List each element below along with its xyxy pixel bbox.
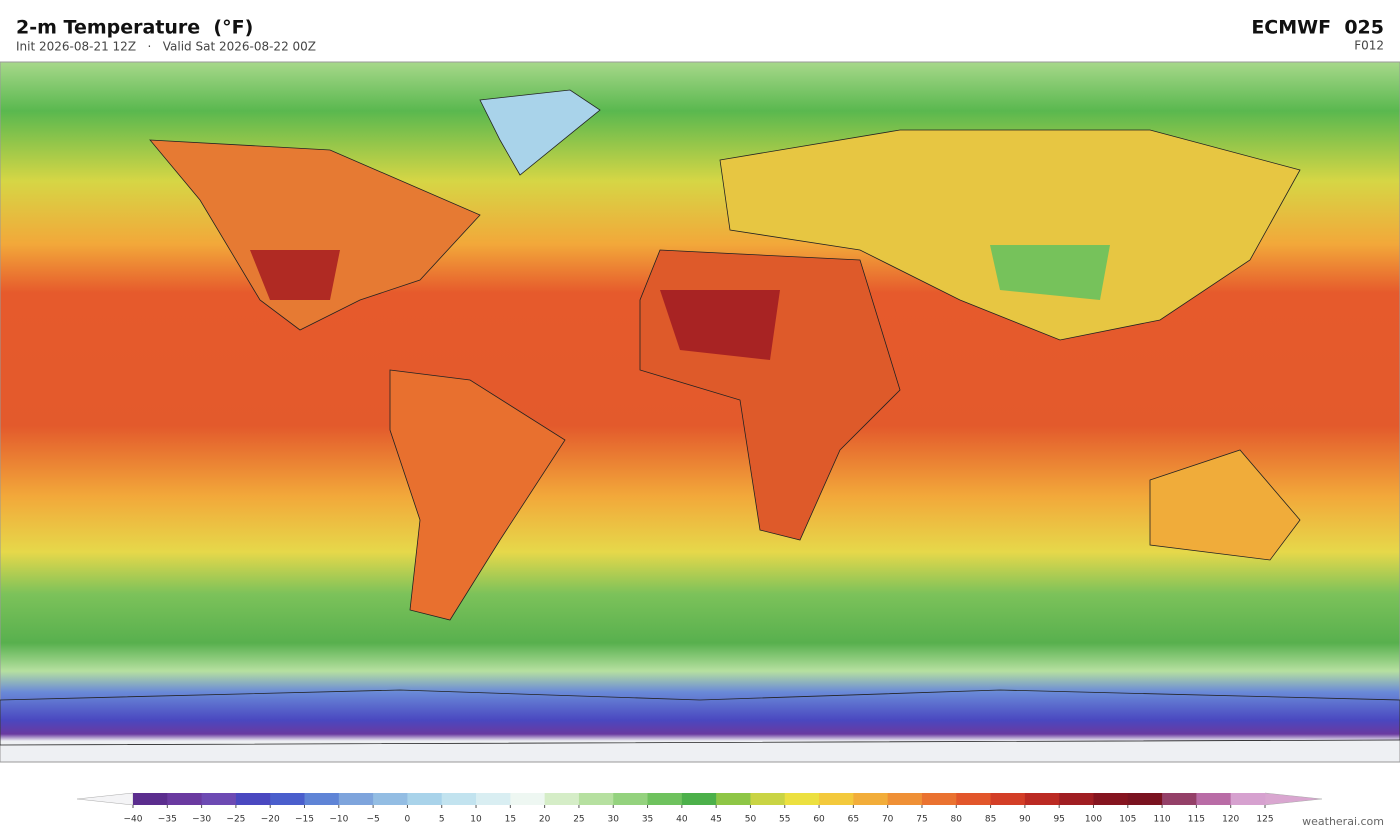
colorbar-segment: [201, 793, 237, 805]
colorbar-label: 75: [916, 815, 927, 825]
colorbar-label: 105: [1119, 815, 1136, 825]
colorbar-label: −25: [226, 815, 245, 825]
colorbar-segment: [270, 793, 306, 805]
colorbar-label: 80: [951, 815, 963, 825]
colorbar-segment: [956, 793, 992, 805]
colorbar-label: 110: [1153, 815, 1170, 825]
colorbar-segment: [544, 793, 580, 805]
colorbar-label: −30: [192, 815, 211, 825]
colorbar-label: 120: [1222, 815, 1239, 825]
north-america: [149, 139, 481, 331]
colorbar-segment: [578, 793, 614, 805]
colorbar-label: 60: [813, 815, 825, 825]
forecast-hour: F012: [1354, 39, 1384, 53]
colorbar-segment: [1093, 793, 1129, 805]
model: ECMWF 025: [1251, 17, 1384, 39]
colorbar-label: 35: [642, 815, 653, 825]
sahara: [660, 290, 780, 360]
colorbar-segment: [990, 793, 1026, 805]
colorbar-label: 85: [985, 815, 996, 825]
colorbar-segment: [510, 793, 546, 805]
colorbar-segment: [476, 793, 511, 805]
title: 2-m Temperature (°F): [16, 17, 253, 39]
colorbar-segment: [1059, 793, 1094, 805]
colorbar-segment: [853, 793, 889, 805]
colorbar-label: 45: [710, 815, 721, 825]
colorbar-label: 25: [573, 815, 584, 825]
colorbar-label: 40: [676, 815, 688, 825]
hot-region: [250, 250, 340, 300]
colorbar-label: 50: [745, 815, 757, 825]
colorbar-label: 95: [1053, 815, 1064, 825]
colorbar-label: 10: [470, 815, 482, 825]
colorbar-segment: [716, 793, 751, 805]
south-america: [389, 369, 566, 621]
colorbar-segment: [784, 793, 820, 805]
colorbar-segment: [1024, 793, 1060, 805]
colorbar-segment: [681, 793, 717, 805]
colorbar-label: 90: [1019, 815, 1031, 825]
colorbar-segment: [1127, 793, 1163, 805]
colorbar-segment: [647, 793, 683, 805]
colorbar-label: 125: [1256, 815, 1273, 825]
colorbar-segment: [304, 793, 340, 805]
colorbar-segment: [167, 793, 203, 805]
colorbar-segment: [1196, 793, 1232, 805]
colorbar-over: [1264, 792, 1323, 806]
colorbar-label: 0: [405, 815, 411, 825]
colorbar-segment: [1162, 793, 1197, 805]
colorbar-segment: [133, 793, 168, 805]
colorbar-label: −35: [158, 815, 177, 825]
colorbar-segment: [921, 793, 957, 805]
map: [0, 61, 1400, 763]
colorbar-label: 15: [505, 815, 516, 825]
colorbar-label: −10: [329, 815, 348, 825]
colorbar-label: 55: [779, 815, 790, 825]
eurasia: [719, 129, 1301, 341]
colorbar-label: 65: [848, 815, 859, 825]
colorbar-label: −20: [261, 815, 280, 825]
colorbar-segment: [235, 793, 271, 805]
colorbar-label: 70: [882, 815, 894, 825]
colorbar-segment: [407, 793, 443, 805]
antarctica-coast: [0, 689, 1400, 746]
colorbar-label: 30: [608, 815, 620, 825]
colorbar-segment: [373, 793, 408, 805]
colorbar-segment: [613, 793, 649, 805]
colorbar-segment: [887, 793, 923, 805]
colorbar-segment: [750, 793, 786, 805]
colorbar-label: −5: [366, 815, 379, 825]
colorbar-label: 20: [539, 815, 551, 825]
credit: weatherai.com: [1302, 815, 1384, 828]
subtitle: Init 2026-08-21 12Z · Valid Sat 2026-08-…: [16, 40, 316, 54]
colorbar-label: 100: [1085, 815, 1102, 825]
colorbar-label: −15: [295, 815, 314, 825]
colorbar-segment: [1230, 793, 1266, 805]
colorbar-label: 5: [439, 815, 445, 825]
tibet: [990, 245, 1110, 300]
colorbar-segment: [441, 793, 477, 805]
colorbar-label: −40: [124, 815, 143, 825]
australia: [1149, 449, 1301, 561]
colorbar: −40 −35 −30 −25 −20 −15 −10 −5 0 5 10 15 20 25 30 35 40 4…: [76, 792, 1323, 825]
colorbar-segment: [338, 793, 374, 805]
colorbar-under: [76, 792, 134, 806]
colorbar-label: 115: [1188, 815, 1205, 825]
colorbar-segment: [819, 793, 854, 805]
greenland: [479, 89, 601, 176]
